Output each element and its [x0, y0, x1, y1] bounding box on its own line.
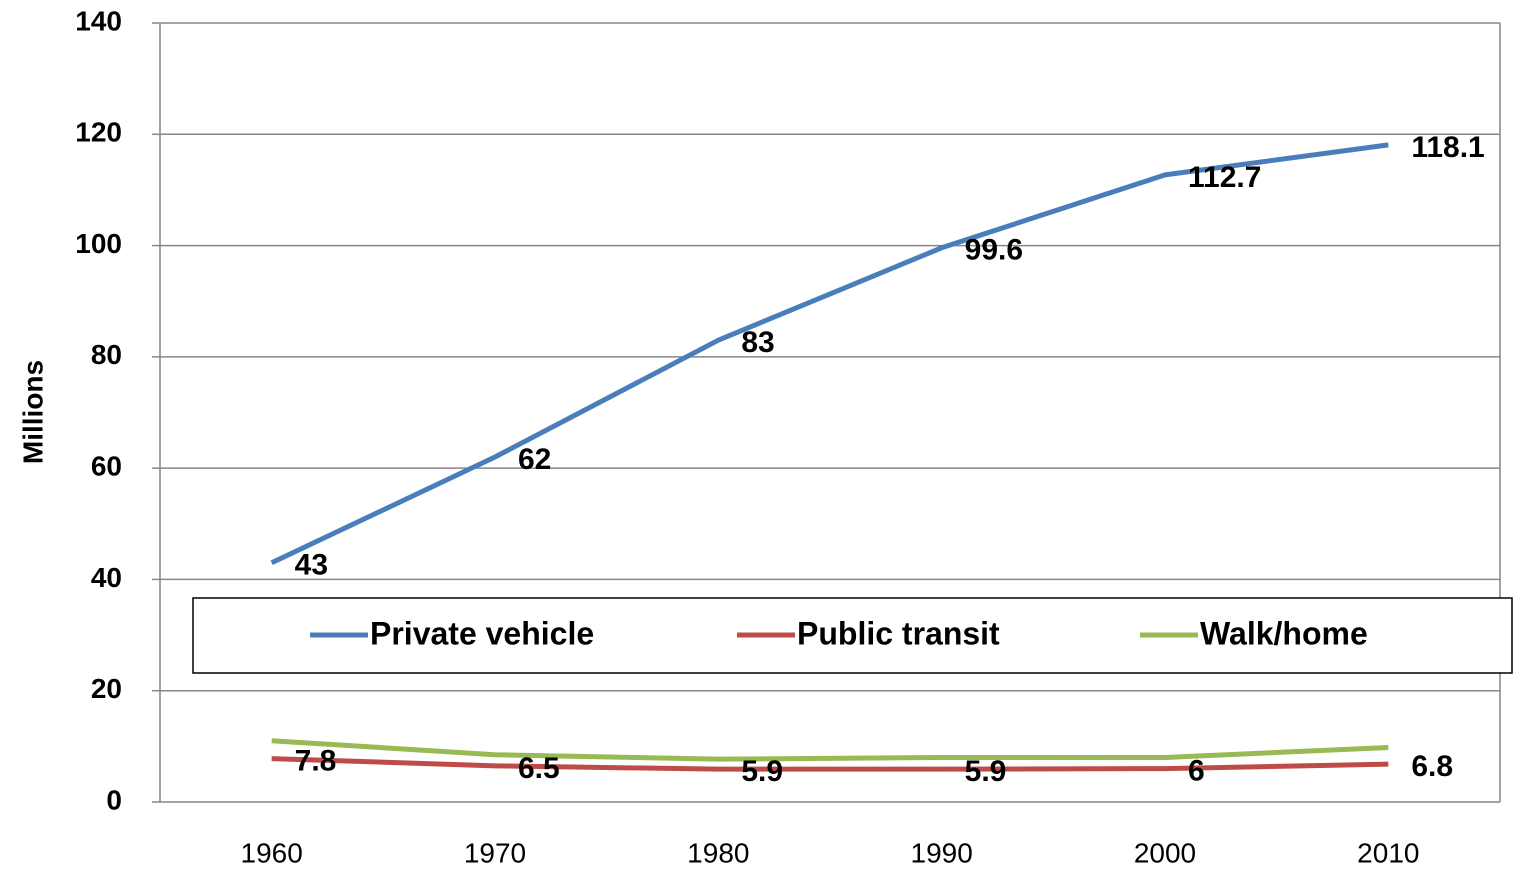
- data-label: 62: [518, 443, 551, 476]
- data-label: 6.8: [1411, 750, 1453, 783]
- data-label: 118.1: [1411, 131, 1484, 164]
- y-tick-label: 100: [75, 228, 122, 259]
- series-line: [271, 756, 1389, 772]
- data-label: 112.7: [1188, 161, 1261, 194]
- y-tick-label: 140: [75, 5, 122, 36]
- y-tick-label: 80: [91, 339, 122, 370]
- data-label: 43: [295, 549, 328, 582]
- data-label: 99.6: [965, 234, 1023, 267]
- x-tick-label: 1970: [464, 837, 526, 868]
- x-tick-label: 1980: [687, 837, 749, 868]
- y-tick-label: 40: [91, 562, 122, 593]
- legend: Private vehicle Public transit Walk/home: [192, 597, 1513, 674]
- series-line: [271, 738, 1389, 762]
- y-tick-label: 120: [75, 117, 122, 148]
- series-line: [270, 142, 1389, 565]
- data-label: 83: [741, 326, 774, 359]
- x-tick-label: 1960: [241, 837, 303, 868]
- y-tick-label: 60: [91, 451, 122, 482]
- x-tick-label: 2000: [1134, 837, 1196, 868]
- y-axis-label: Millions: [17, 360, 48, 464]
- x-tick-label: 2010: [1357, 837, 1419, 868]
- data-label: 5.9: [741, 755, 783, 788]
- data-label: 5.9: [965, 755, 1007, 788]
- legend-label: Private vehicle: [370, 615, 594, 651]
- legend-label: Public transit: [797, 615, 1000, 651]
- y-tick-label: 20: [91, 673, 122, 704]
- data-label: 6: [1188, 755, 1205, 788]
- data-label: 7.8: [295, 745, 337, 778]
- legend-box: [192, 597, 1513, 674]
- data-label: 6.5: [518, 752, 560, 785]
- y-tick-label: 0: [106, 784, 122, 815]
- x-tick-label: 1990: [911, 837, 973, 868]
- legend-label: Walk/home: [1200, 615, 1368, 651]
